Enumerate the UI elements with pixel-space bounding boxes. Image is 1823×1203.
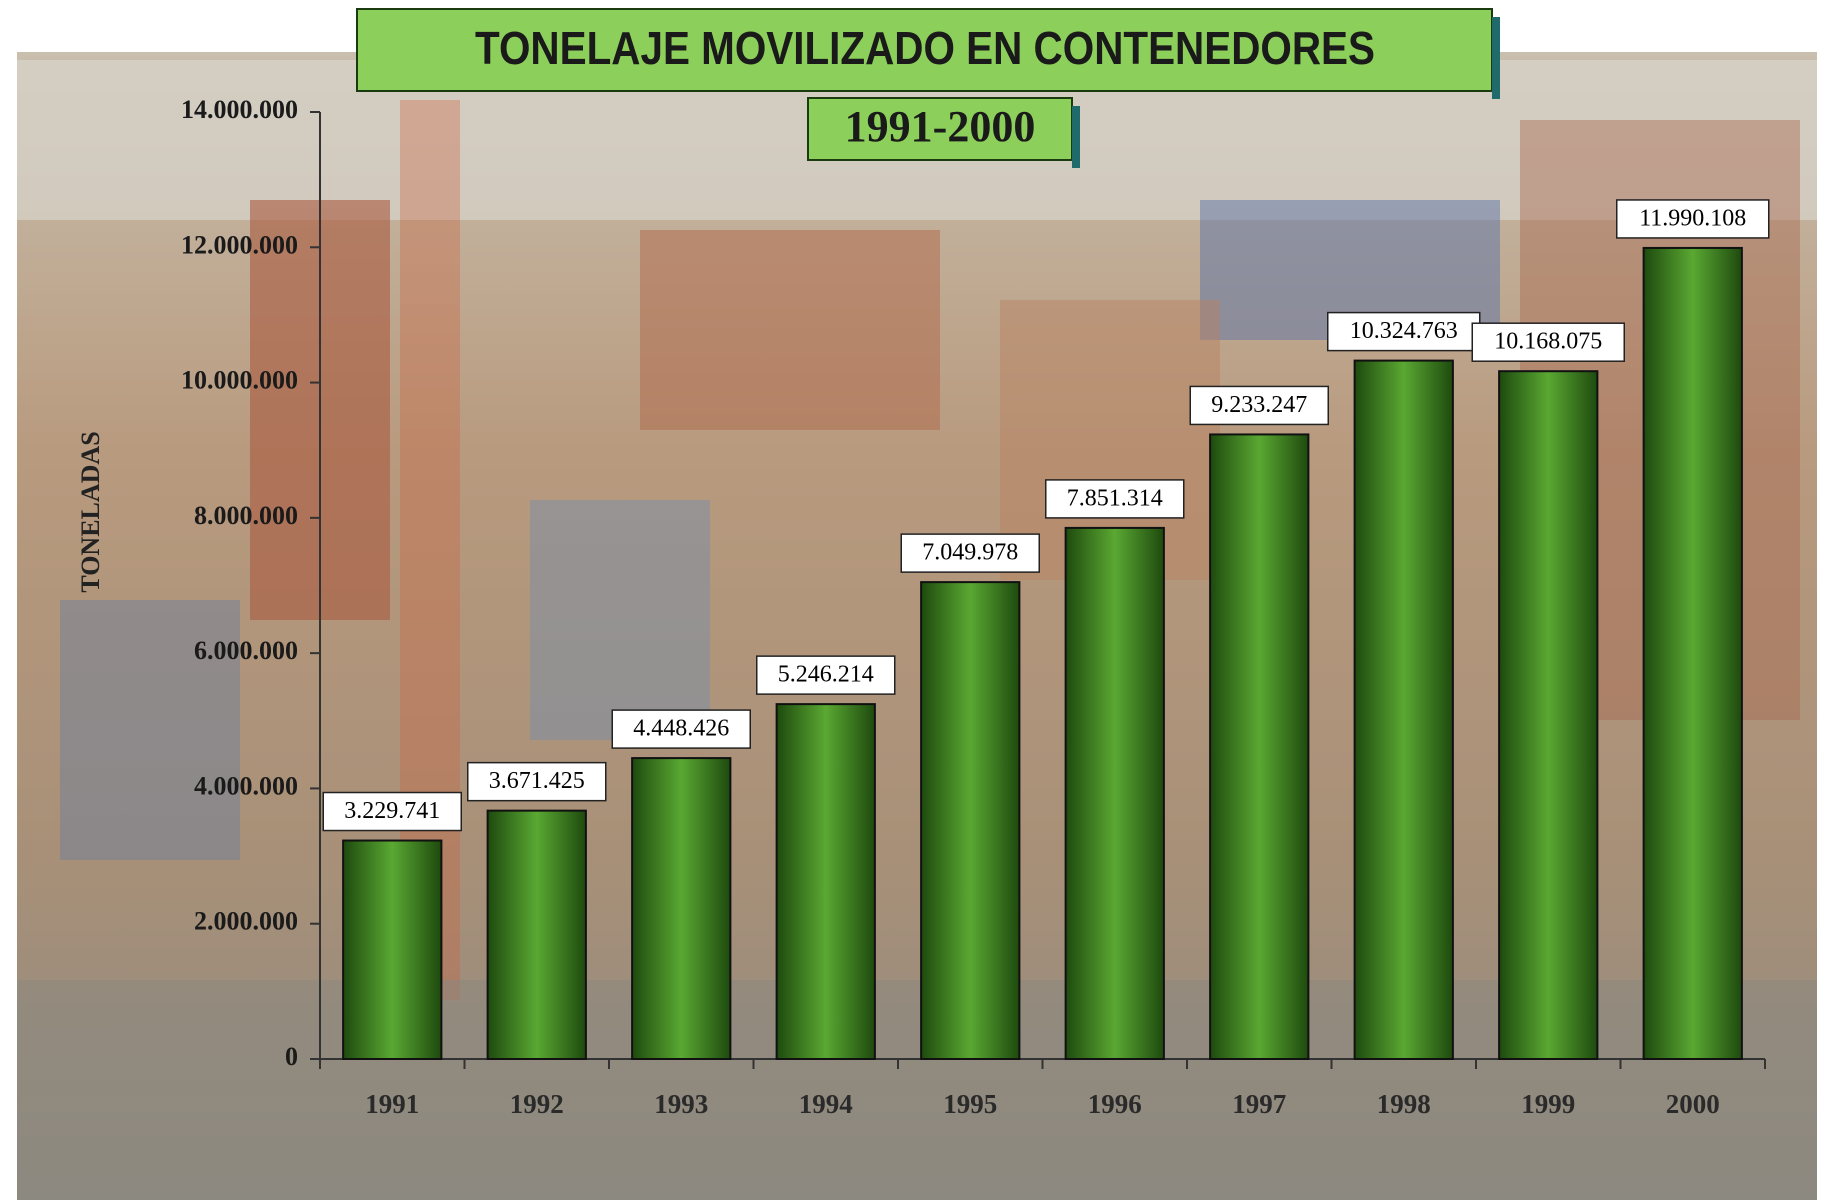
value-label: 11.990.108	[1639, 205, 1746, 231]
x-tick-label: 1996	[1088, 1089, 1142, 1119]
bar	[343, 841, 441, 1059]
y-tick-label: 12.000.000	[181, 230, 298, 259]
title-shadow	[1492, 17, 1500, 99]
bar	[1644, 248, 1742, 1059]
value-label: 9.233.247	[1211, 392, 1307, 418]
y-tick-label: 4.000.000	[194, 771, 298, 800]
y-axis-label: TONELADAS	[76, 431, 105, 592]
x-tick-label: 2000	[1666, 1089, 1720, 1119]
subtitle-shadow	[1072, 106, 1080, 168]
x-tick-label: 1995	[943, 1089, 997, 1119]
value-label: 7.851.314	[1067, 485, 1163, 511]
x-tick-label: 1999	[1521, 1089, 1575, 1119]
bar	[1499, 371, 1597, 1059]
bar	[1066, 528, 1164, 1059]
value-label: 5.246.214	[778, 662, 874, 688]
x-tick-label: 1993	[654, 1089, 708, 1119]
y-tick-label: 0	[285, 1042, 298, 1071]
y-tick-label: 6.000.000	[194, 636, 298, 665]
chart-subtitle: 1991-2000	[845, 102, 1036, 151]
value-label: 10.324.763	[1350, 318, 1458, 344]
chart: TONELAJE MOVILIZADO EN CONTENEDORES 1991…	[0, 0, 1823, 1203]
value-label: 10.168.075	[1494, 329, 1602, 355]
x-tick-label: 1997	[1232, 1089, 1286, 1119]
value-label: 3.671.425	[489, 768, 585, 794]
bar	[777, 704, 875, 1059]
value-label: 4.448.426	[633, 716, 729, 742]
bar	[921, 582, 1019, 1059]
value-label: 7.049.978	[922, 540, 1018, 566]
x-tick-label: 1991	[365, 1089, 419, 1119]
x-tick-label: 1998	[1377, 1089, 1431, 1119]
bar	[632, 758, 730, 1059]
y-tick-label: 14.000.000	[181, 95, 298, 124]
bar	[1355, 361, 1453, 1059]
x-tick-label: 1992	[510, 1089, 564, 1119]
bar	[488, 811, 586, 1059]
chart-title: TONELAJE MOVILIZADO EN CONTENEDORES	[475, 22, 1375, 74]
y-tick-label: 2.000.000	[194, 907, 298, 936]
x-tick-label: 1994	[799, 1089, 853, 1119]
y-tick-label: 10.000.000	[181, 366, 298, 395]
bar	[1210, 434, 1308, 1059]
value-label: 3.229.741	[344, 798, 440, 824]
y-tick-label: 8.000.000	[194, 501, 298, 530]
